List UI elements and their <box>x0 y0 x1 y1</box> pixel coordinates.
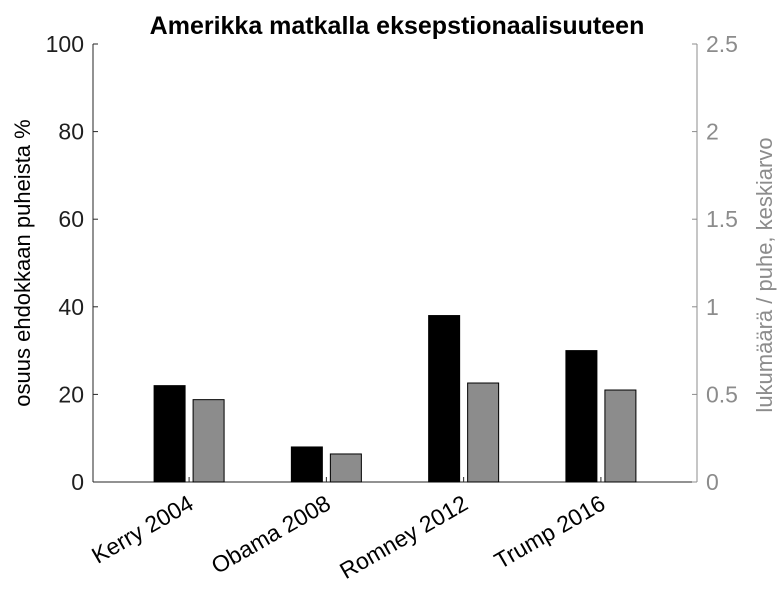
bar-left-series <box>565 350 598 483</box>
right-tick-label: 0 <box>706 469 719 495</box>
y-axis-label-left: osuus ehdokkaan puheista % <box>10 119 35 406</box>
chart-title: Amerikka matkalla eksepstionaalisuuteen <box>150 12 645 40</box>
category-label: Trump 2016 <box>490 490 610 574</box>
y-axis-label-right: lukumäärä / puhe, keskiarvo <box>752 137 777 412</box>
x-tick-labels: Kerry 2004 Obama 2008 Romney 2012 Trump 201… <box>87 477 609 584</box>
right-tick-label: 2 <box>706 119 719 145</box>
category-label: Kerry 2004 <box>87 490 198 569</box>
category-label: Obama 2008 <box>207 490 335 579</box>
bar-right-series <box>467 382 500 483</box>
bar-right-series <box>604 389 637 483</box>
left-tick-label: 80 <box>58 119 84 145</box>
bars <box>153 315 637 483</box>
bar-left-series <box>153 385 186 483</box>
right-tick-label: 2.5 <box>706 31 738 57</box>
bar-left-series <box>428 315 461 483</box>
category-label: Romney 2012 <box>335 490 472 584</box>
left-tick-label: 0 <box>71 469 84 495</box>
left-y-ticks: 0 20 40 60 80 100 <box>46 31 98 495</box>
bar-right-series <box>329 453 362 483</box>
right-y-ticks: 0 0.5 1 1.5 2 2.5 <box>692 31 738 495</box>
right-tick-label: 1 <box>706 294 719 320</box>
bar-right-series <box>192 399 225 483</box>
left-tick-label: 100 <box>46 31 84 57</box>
right-tick-label: 0.5 <box>706 381 738 407</box>
left-tick-label: 20 <box>58 381 84 407</box>
right-tick-label: 1.5 <box>706 206 738 232</box>
left-tick-label: 60 <box>58 206 84 232</box>
left-tick-label: 40 <box>58 294 84 320</box>
bar-left-series <box>290 446 323 483</box>
